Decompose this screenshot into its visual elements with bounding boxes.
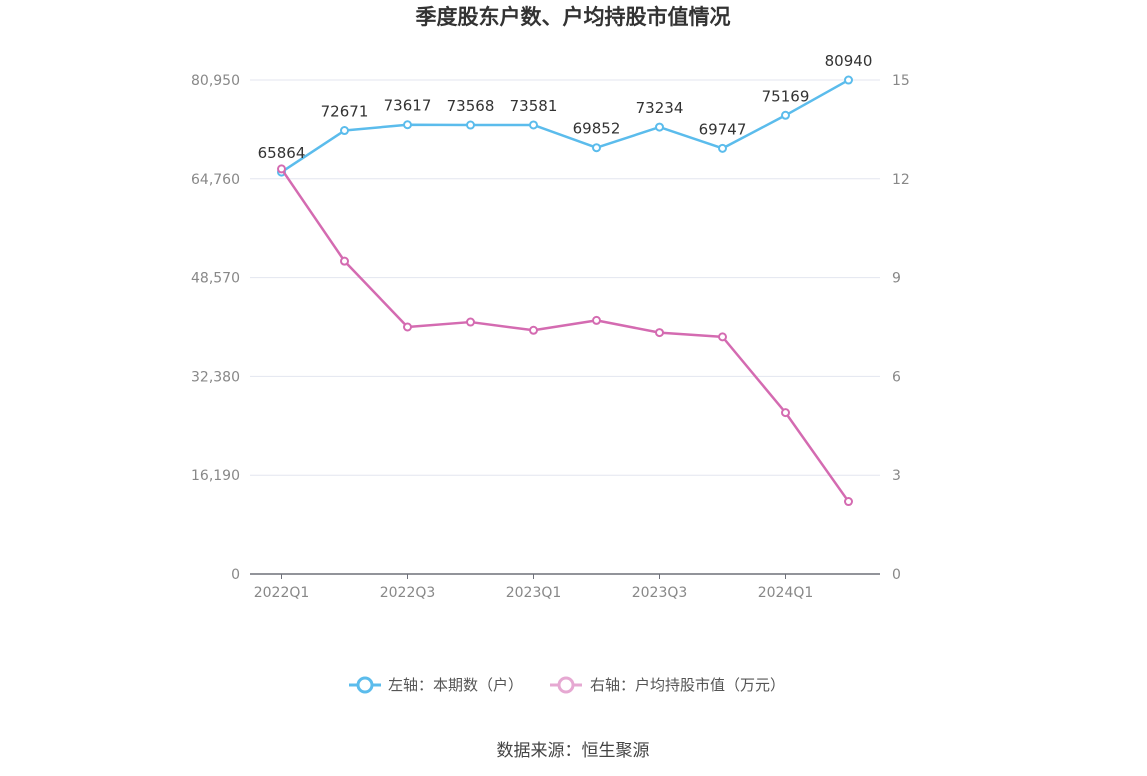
data-point[interactable] [655,328,664,338]
left-tick-label: 32,380 [191,369,240,385]
data-label: 72671 [321,103,369,121]
x-tick-label: 2023Q1 [506,585,562,601]
legend-item-right[interactable]: 右轴：户均持股市值（万元） [550,676,785,694]
left-tick-label: 16,190 [191,468,240,484]
right-tick-label: 9 [892,271,901,287]
data-point[interactable] [844,497,853,507]
data-label: 73617 [384,97,432,115]
data-point[interactable] [718,143,727,153]
right-tick-label: 0 [892,567,901,583]
data-label: 73568 [447,97,495,115]
data-point[interactable] [466,317,475,327]
data-point[interactable] [529,120,538,130]
left-tick-label: 0 [231,567,240,583]
data-label: 73581 [510,97,558,115]
data-point[interactable] [403,322,412,332]
x-tick-label: 2024Q1 [758,585,814,601]
left-tick-label: 48,570 [191,271,240,287]
data-point[interactable] [718,332,727,342]
chart-title: 季度股东户数、户均持股市值情况 [416,5,731,29]
right-tick-label: 15 [892,73,910,89]
data-point[interactable] [277,164,286,174]
right-tick-label: 6 [892,369,901,385]
data-point[interactable] [655,122,664,132]
data-label: 69747 [699,120,747,138]
data-label: 75169 [762,87,810,105]
x-tick-label: 2023Q3 [632,585,688,601]
data-point[interactable] [781,110,790,120]
series-line [280,78,850,174]
data-label: 80940 [825,52,873,70]
data-point[interactable] [529,325,538,335]
data-point[interactable] [403,120,412,130]
x-tick-label: 2022Q3 [380,585,436,601]
data-point[interactable] [466,120,475,130]
legend-item-left[interactable]: 左轴：本期数（户） [349,676,523,694]
left-tick-label: 64,760 [191,172,240,188]
left-axis: 0 16,190 32,380 48,570 64,760 80,950 [191,73,240,583]
data-label: 69852 [573,120,621,138]
series-avg-holding-value [277,164,853,507]
data-point[interactable] [844,75,853,85]
data-point[interactable] [592,143,601,153]
x-axis: 2022Q1 2022Q3 2023Q1 2023Q3 2024Q1 [250,573,880,601]
right-axis: 0 3 6 9 12 15 [892,73,910,583]
data-label: 65864 [258,144,306,162]
data-point[interactable] [340,126,349,136]
data-label: 73234 [636,99,684,117]
data-point[interactable] [592,315,601,325]
right-tick-label: 3 [892,468,901,484]
x-tick-label: 2022Q1 [254,585,310,601]
series-line [280,168,850,503]
grid-lines [250,79,880,476]
source-note: 数据来源：恒生聚源 [497,741,650,761]
left-tick-label: 80,950 [191,73,240,89]
legend: 左轴：本期数（户） 右轴：户均持股市值（万元） [349,676,785,694]
right-tick-label: 12 [892,172,910,188]
series-shareholders: 65864 72671 73617 73568 73581 69852 73234 69747… [258,52,873,177]
legend-label-left: 左轴：本期数（户） [388,676,523,694]
data-point[interactable] [340,256,349,266]
legend-label-right: 右轴：户均持股市值（万元） [590,676,785,694]
data-point[interactable] [781,408,790,418]
